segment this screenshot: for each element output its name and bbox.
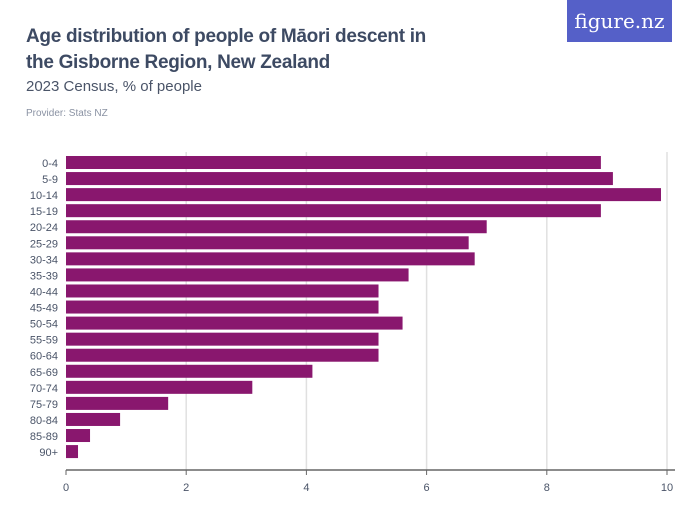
y-tick-label: 50-54 (30, 319, 58, 331)
bar-45-49 (66, 300, 379, 314)
y-tick-label: 45-49 (30, 303, 58, 315)
bar-5-9 (66, 172, 613, 186)
y-tick-label: 80-84 (30, 415, 58, 427)
y-tick-label: 90+ (39, 447, 58, 459)
y-tick-label: 0-4 (42, 158, 58, 170)
provider-label: Provider: Stats NZ (26, 108, 108, 119)
x-tick-label: 2 (183, 482, 189, 494)
y-tick-label: 10-14 (30, 190, 58, 202)
y-tick-label: 25-29 (30, 238, 58, 250)
x-tick-label: 0 (63, 482, 69, 494)
x-tick-label: 8 (544, 482, 550, 494)
y-tick-label: 20-24 (30, 222, 58, 234)
bar-70-74 (66, 380, 253, 394)
y-tick-label: 35-39 (30, 270, 58, 282)
chart-title: Age distribution of people of Māori desc… (26, 26, 426, 73)
bar-90+ (66, 445, 79, 459)
y-tick-label: 5-9 (42, 174, 58, 186)
figure-nz-logo[interactable]: figure.nz (567, 0, 672, 42)
chart-subtitle: 2023 Census, % of people (26, 78, 202, 95)
bar-65-69 (66, 364, 313, 378)
y-tick-label: 15-19 (30, 206, 58, 218)
x-tick-label: 4 (303, 482, 309, 494)
bar-15-19 (66, 204, 601, 218)
bar-0-4 (66, 156, 601, 169)
bar-10-14 (66, 188, 661, 202)
bar-35-39 (66, 268, 409, 282)
x-tick-label: 6 (424, 482, 430, 494)
bar-40-44 (66, 284, 379, 298)
bar-20-24 (66, 220, 487, 234)
bar-25-29 (66, 236, 469, 250)
y-tick-label: 65-69 (30, 367, 58, 379)
bar-85-89 (66, 429, 91, 443)
y-tick-label: 75-79 (30, 399, 58, 411)
y-tick-label: 30-34 (30, 254, 58, 266)
x-tick-label: 10 (661, 482, 673, 494)
bar-75-79 (66, 396, 169, 410)
y-tick-label: 85-89 (30, 431, 58, 443)
y-tick-label: 70-74 (30, 383, 58, 395)
bar-80-84 (66, 412, 121, 426)
bar-50-54 (66, 316, 403, 330)
y-tick-label: 40-44 (30, 286, 58, 298)
bar-55-59 (66, 332, 379, 346)
bar-60-64 (66, 348, 379, 362)
bar-30-34 (66, 252, 475, 266)
y-tick-label: 60-64 (30, 351, 58, 363)
y-tick-label: 55-59 (30, 335, 58, 347)
